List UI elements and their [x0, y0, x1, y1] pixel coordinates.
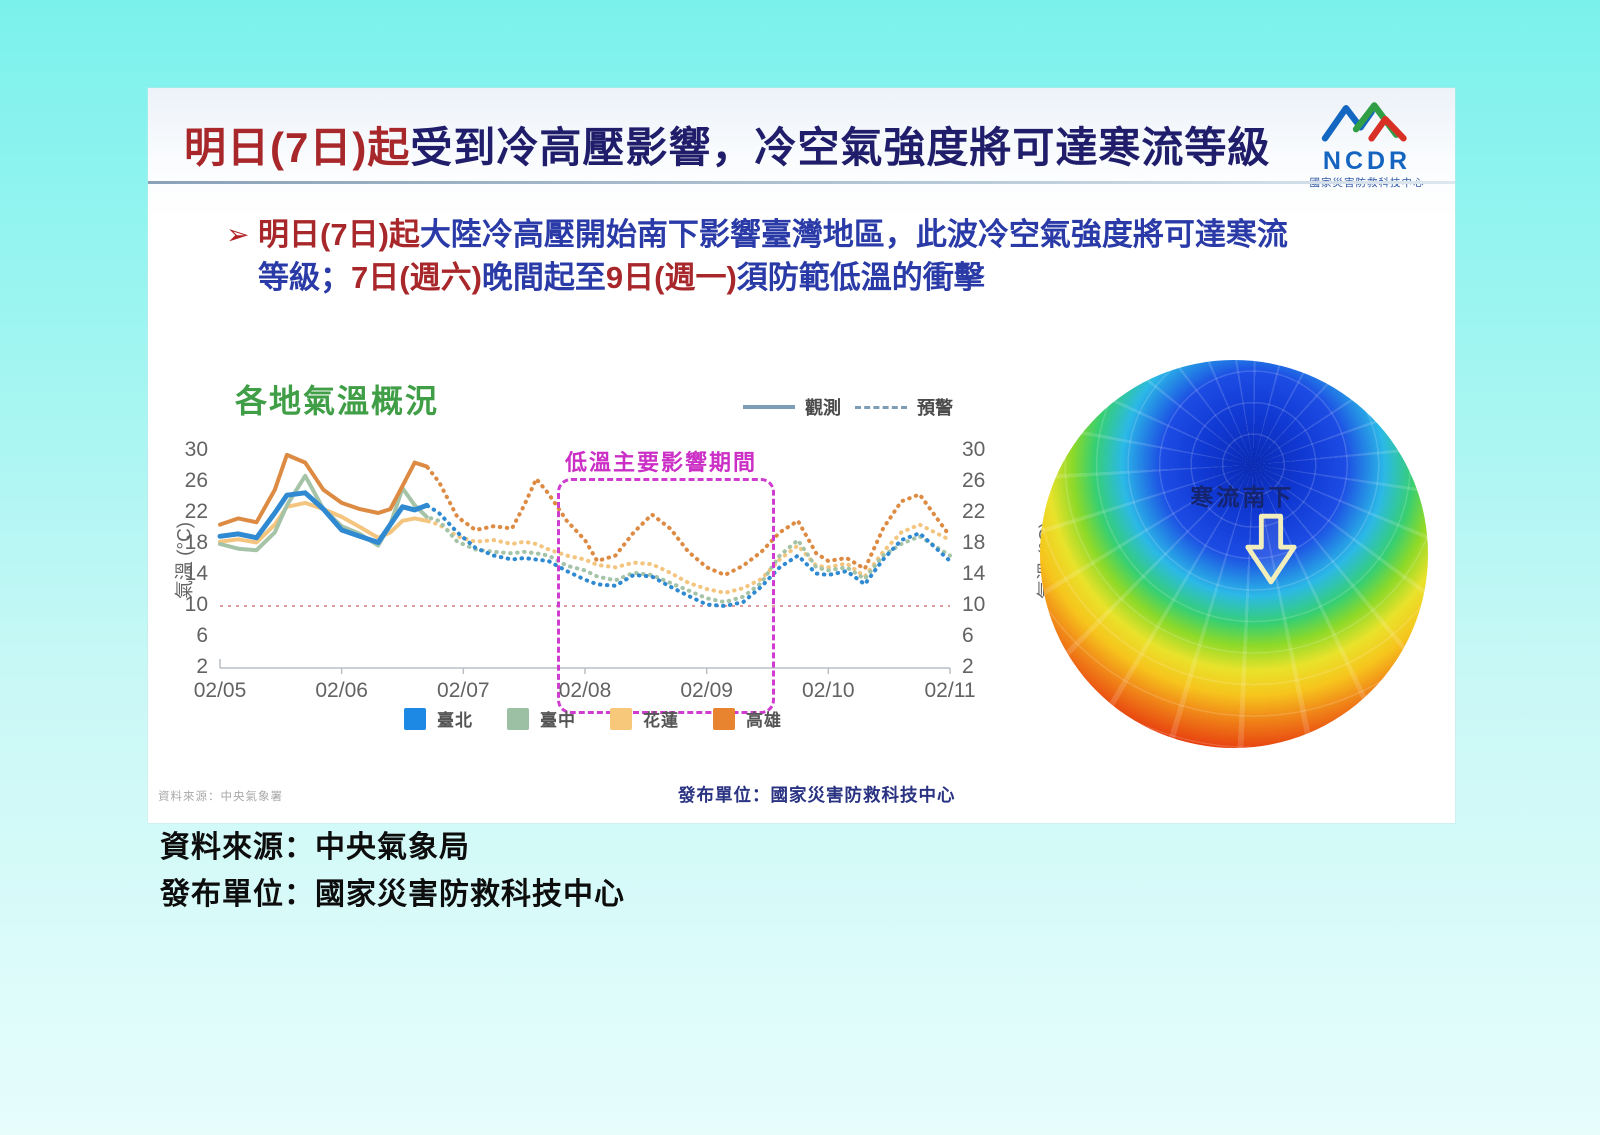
caption-source: 資料來源：中央氣象局 — [160, 831, 470, 864]
y-tick-left-22: 22 — [184, 500, 208, 523]
y-tick-left-10: 10 — [184, 593, 208, 616]
text-segment: 明日(7日)起 — [184, 124, 411, 171]
text-segment: 須防範低溫的衝擊 — [736, 259, 985, 295]
x-tick-02-06: 02/06 — [315, 679, 368, 702]
y-tick-left-6: 6 — [196, 624, 208, 647]
bottom-caption: 資料來源：中央氣象局 發布單位：國家災害防救科技中心 — [160, 824, 625, 918]
line-legend-label: 觀測 — [805, 398, 841, 418]
obs-forecast-legend: 觀測 預警 — [743, 394, 953, 420]
solid-line-sample — [743, 405, 795, 409]
y-tick-right-26: 26 — [962, 469, 986, 492]
y-tick-right-18: 18 — [962, 531, 986, 554]
slide-publisher-note: 發布單位：國家災害防救科技中心 — [678, 785, 956, 805]
city-label-kaohsiung: 高雄 — [746, 711, 782, 730]
city-swatch-hualien — [610, 707, 632, 730]
x-tick-02-05: 02/05 — [193, 679, 247, 702]
text-segment: 大陸冷高壓開始南下影響臺灣地區，此波冷空氣強度將可達寒流 — [419, 217, 1288, 252]
caption-publisher: 發布單位：國家災害防救科技中心 — [160, 878, 625, 911]
observed-line-kaohsiung — [218, 452, 429, 527]
forecast-line-hualien — [412, 516, 952, 595]
chart-title: 各地氣溫概況 — [235, 383, 440, 419]
city-swatch-taichung — [507, 707, 529, 730]
text-segment: 等級； — [258, 259, 351, 295]
bullet-line-2: 等級；7日(週六)晚間起至9日(週一)須防範低溫的衝擊 — [258, 257, 1426, 300]
slide-panel: 明日(7日)起受到冷高壓影響，冷空氣強度將可達寒流等級 NCDR 國家災害防救科… — [148, 88, 1455, 823]
city-legend-item-taichung: 臺中 — [507, 706, 576, 731]
bullet-paragraph: ➢ 明日(7日)起大陸冷高壓開始南下影響臺灣地區，此波冷空氣強度將可達寒流 等級… — [226, 214, 1426, 300]
line-legend-item: 觀測 — [743, 394, 841, 420]
ncdr-logo: NCDR 國家災害防救科技中心 — [1286, 100, 1448, 190]
y-tick-right-22: 22 — [962, 500, 986, 523]
slide-title: 明日(7日)起受到冷高壓影響，冷空氣強度將可達寒流等級 — [184, 114, 1270, 175]
ncdr-logo-text: NCDR — [1322, 146, 1412, 175]
text-segment: 受到冷高壓影響，冷空氣強度將可達寒流等級 — [410, 124, 1271, 171]
bullet-arrow-icon: ➢ — [226, 219, 250, 250]
city-label-taichung: 臺中 — [540, 711, 576, 730]
y-tick-right-2: 2 — [962, 655, 974, 678]
city-swatch-kaohsiung — [713, 707, 735, 730]
y-tick-right-6: 6 — [962, 624, 974, 647]
line-legend-item: 預警 — [855, 394, 953, 420]
city-legend: 臺北 臺中 花蓮 高雄 — [404, 706, 782, 731]
chart-canvas — [217, 452, 952, 674]
text-segment: 明日(7日)起 — [258, 217, 420, 252]
text-segment: 7日(週六) — [351, 259, 482, 295]
dashed-line-sample — [855, 405, 907, 409]
y-tick-left-30: 30 — [184, 438, 208, 461]
ncdr-mountain-icon — [1321, 102, 1407, 142]
title-divider — [148, 181, 1455, 184]
down-arrow-icon — [1245, 513, 1297, 585]
x-tick-02-09: 02/09 — [680, 679, 733, 702]
slide-source-note: 資料來源：中央氣象署 — [158, 791, 283, 803]
x-tick-02-11: 02/11 — [924, 679, 976, 702]
cold-surge-label: 寒流南下 — [1190, 484, 1295, 510]
city-legend-item-taipei: 臺北 — [404, 706, 473, 731]
city-legend-item-kaohsiung: 高雄 — [713, 706, 782, 731]
bullet-line-1: 明日(7日)起大陸冷高壓開始南下影響臺灣地區，此波冷空氣強度將可達寒流 — [258, 214, 1426, 257]
forecast-line-kaohsiung — [412, 460, 952, 577]
forecast-line-taichung — [412, 503, 952, 605]
observed-line-hualien — [218, 500, 429, 545]
city-label-taipei: 臺北 — [437, 711, 473, 730]
y-tick-left-14: 14 — [184, 562, 208, 585]
text-segment: 晚間起至 — [481, 259, 606, 295]
x-tick-02-10: 02/10 — [802, 679, 855, 702]
city-swatch-taipei — [404, 707, 426, 730]
y-tick-left-26: 26 — [184, 469, 208, 492]
line-legend-label: 預警 — [917, 398, 953, 418]
city-legend-item-hualien: 花蓮 — [610, 706, 679, 731]
y-tick-right-14: 14 — [962, 562, 986, 585]
x-tick-02-08: 02/08 — [558, 679, 612, 702]
temperature-chart: 氣溫 (°C) 氣溫 (°C) 低溫主要影響期間 303026262222181… — [175, 438, 1058, 714]
observed-line-taipei — [217, 490, 430, 545]
y-tick-left-18: 18 — [184, 531, 208, 554]
forecast-line-taipei — [412, 503, 952, 608]
y-tick-right-10: 10 — [962, 593, 986, 616]
globe-temperature-map: 寒流南下 — [1040, 360, 1428, 748]
y-tick-left-2: 2 — [196, 655, 208, 678]
highlight-period-label: 低溫主要影響期間 — [565, 450, 758, 475]
y-tick-right-30: 30 — [962, 438, 986, 461]
city-label-hualien: 花蓮 — [643, 711, 679, 730]
highlight-period-box — [557, 478, 775, 714]
x-tick-02-07: 02/07 — [437, 679, 490, 702]
text-segment: 9日(週一) — [605, 259, 737, 295]
